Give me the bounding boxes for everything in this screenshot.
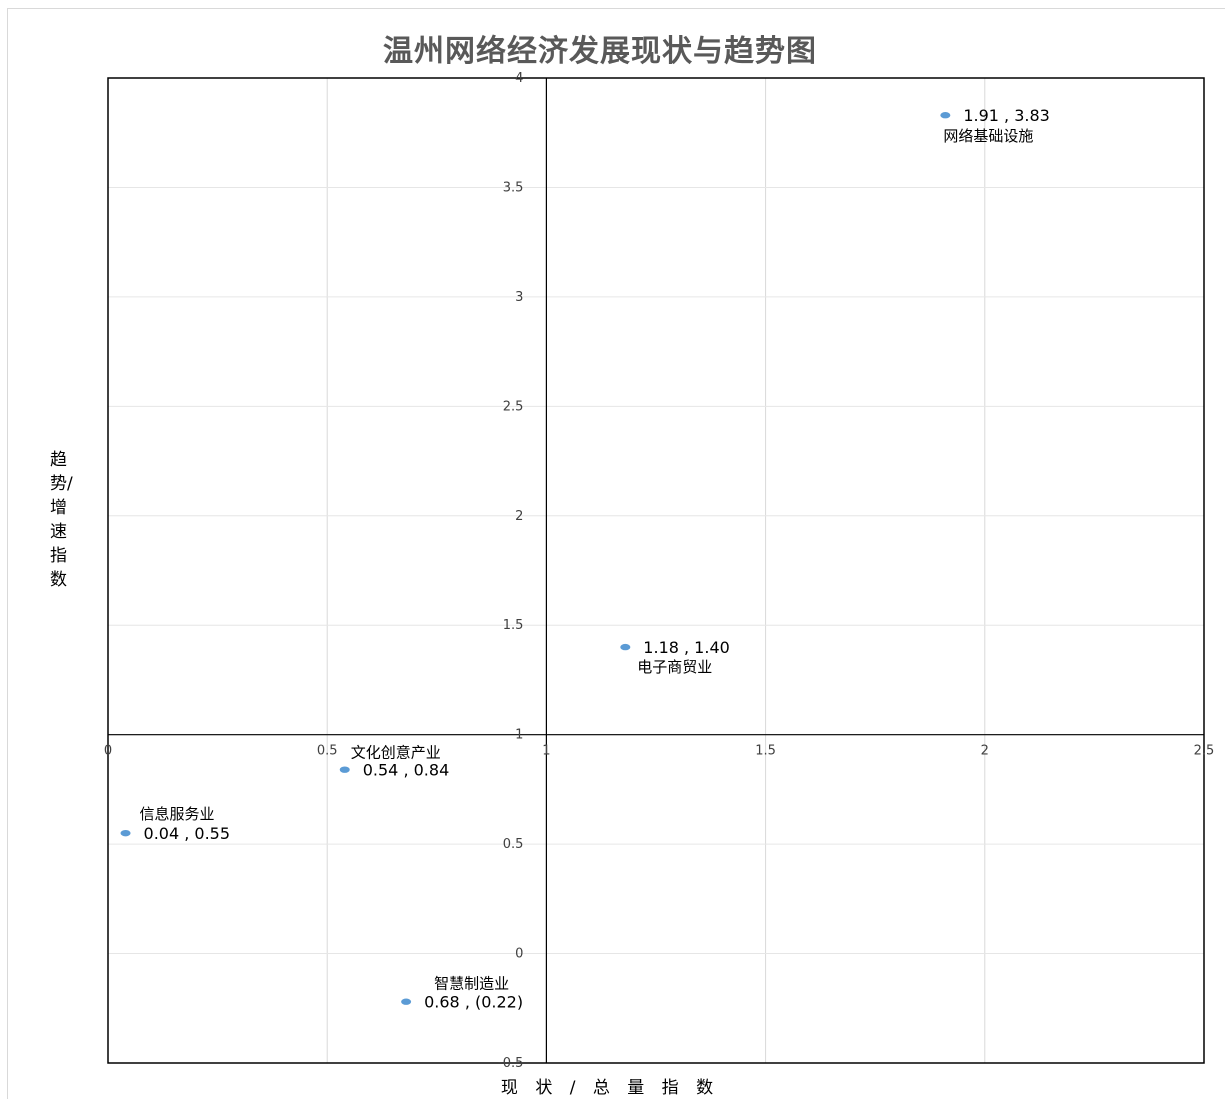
- x-tick-label: 0.5: [317, 744, 338, 759]
- data-point-group: 1.91 , 3.83 网络基础设施: [940, 106, 1050, 145]
- tick-labels: 0 0.5 1 1.5 2 2.5 -0.5 0 0.5 1 1.5 2 2.5 3 3.5 4: [104, 71, 1214, 1071]
- y-tick-label: 0: [515, 947, 523, 962]
- data-point-name-label: 文化创意产业: [351, 744, 441, 762]
- data-point-name-label: 电子商贸业: [637, 658, 712, 676]
- x-tick-label: 2: [981, 744, 989, 759]
- data-point-value-label: 0.04 , 0.55: [144, 824, 231, 843]
- y-tick-label: 0.5: [503, 837, 524, 852]
- data-point-name-label: 网络基础设施: [943, 127, 1033, 145]
- y-tick-label: 1: [515, 728, 523, 743]
- chart-title: 温州网络经济发展现状与趋势图: [383, 34, 817, 69]
- data-point-value-label: 0.68 , (0.22): [424, 993, 523, 1012]
- y-tick-label: 1.5: [503, 618, 524, 633]
- x-tick-label: 2.5: [1194, 744, 1215, 759]
- y-tick-label: 3: [515, 290, 523, 305]
- y-tick-label: 2: [515, 509, 523, 524]
- x-axis-label: 现 状 / 总 量 指 数: [500, 1078, 720, 1098]
- frame-border-left: [7, 8, 8, 1099]
- frame-border-top: [7, 8, 1225, 9]
- data-point-name-label: 信息服务业: [140, 805, 215, 823]
- data-point-marker: [339, 766, 350, 773]
- data-point-marker: [401, 998, 412, 1005]
- data-point-value-label: 0.54 , 0.84: [363, 761, 450, 780]
- y-tick-label: -0.5: [498, 1056, 523, 1071]
- y-tick-label: 2.5: [503, 399, 524, 414]
- y-tick-label: 4: [515, 71, 523, 86]
- gridlines: [107, 77, 1205, 1064]
- axes: [108, 78, 1204, 1063]
- data-point-marker: [620, 643, 631, 651]
- plot-area-border: [107, 77, 1205, 1064]
- data-point-marker: [940, 112, 951, 119]
- x-tick-label: 0: [104, 744, 112, 759]
- data-point-group: 0.68 , (0.22)智慧制造业: [401, 975, 523, 1012]
- data-point-marker: [120, 829, 131, 837]
- data-point-value-label: 1.91 , 3.83: [963, 106, 1050, 125]
- data-point-name-label: 智慧制造业: [434, 975, 509, 993]
- y-tick-label: 3.5: [503, 180, 524, 195]
- y-axis-label: 趋势/增速指数: [50, 450, 73, 590]
- data-point-value-label: 1.18 , 1.40: [643, 638, 730, 657]
- x-tick-label: 1.5: [755, 744, 776, 759]
- x-tick-label: 1: [542, 744, 550, 759]
